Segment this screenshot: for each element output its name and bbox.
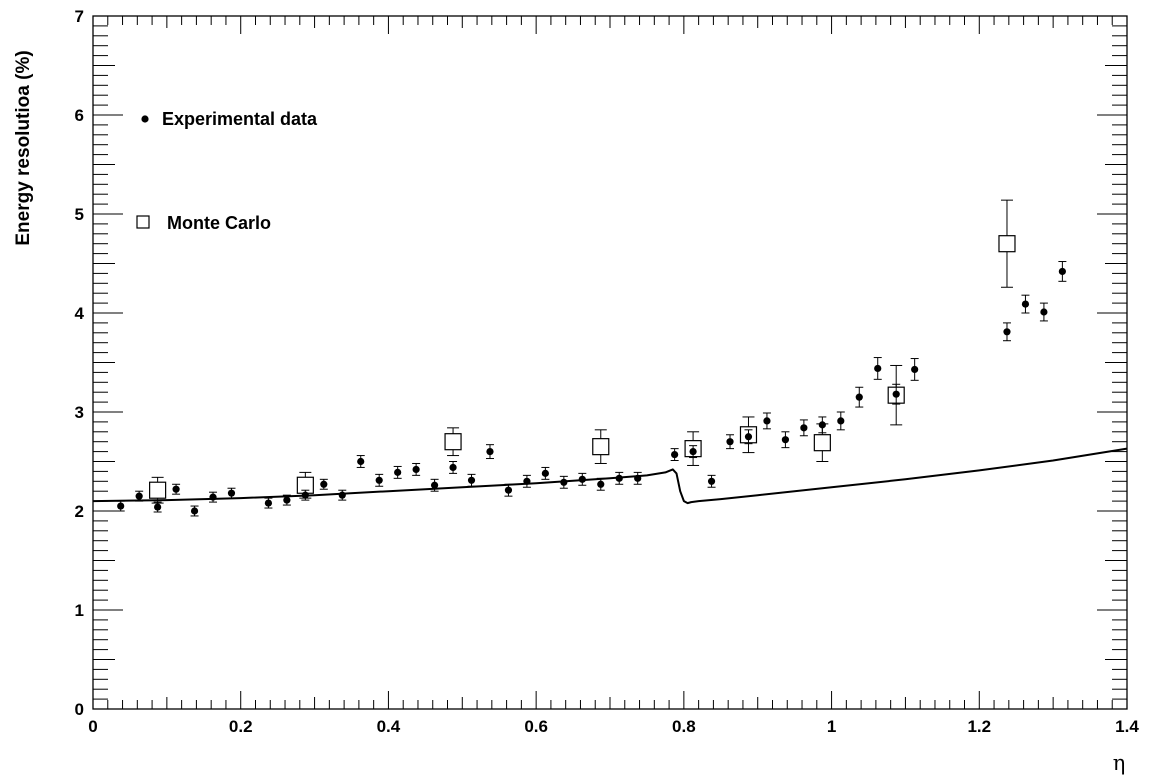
exp-point: [375, 476, 383, 484]
exp-point: [117, 502, 125, 510]
exp-point: [818, 421, 826, 429]
exp-point: [892, 390, 900, 398]
exp-point: [874, 364, 882, 373]
exp-point: [578, 475, 586, 483]
exp-point: [135, 492, 143, 500]
exp-point: [855, 393, 863, 401]
y-tick-label: 1: [75, 601, 84, 620]
exp-point: [486, 448, 494, 456]
legend-marker-monte-carlo: [136, 215, 150, 229]
legend-label-monte-carlo: Monte Carlo: [167, 213, 271, 233]
x-tick-label: 0.4: [377, 717, 401, 736]
exp-point: [449, 463, 457, 472]
exp-point: [412, 465, 420, 474]
x-tick-label: 0.8: [672, 717, 696, 736]
exp-point: [911, 365, 919, 374]
x-tick-label: 1.4: [1115, 717, 1139, 736]
y-axis-title: Energy resolutioa (%): [13, 50, 34, 245]
exp-point: [541, 469, 549, 477]
mc-point: [149, 481, 167, 499]
exp-point: [560, 478, 568, 486]
x-axis-ticks: 0 0.2 0.4 0.6 0.8 1 1.2 1.4: [88, 16, 1139, 736]
y-tick-label: 5: [75, 205, 84, 224]
exp-point: [430, 481, 439, 489]
exp-point: [209, 493, 217, 501]
exp-point: [357, 457, 365, 466]
y-tick-label: 4: [75, 304, 85, 323]
mc-point: [444, 433, 462, 451]
x-tick-label: 1.2: [967, 717, 991, 736]
simulation-curve-layer: [92, 447, 1128, 505]
y-tick-label: 2: [75, 502, 84, 521]
exp-point: [227, 489, 236, 497]
exp-point: [301, 491, 309, 499]
mc-point: [813, 434, 831, 452]
exp-point: [615, 474, 623, 482]
x-tick-label: 0: [88, 717, 97, 736]
monte-carlo-points: [149, 199, 1016, 504]
exp-point: [744, 433, 753, 441]
exp-point: [394, 468, 402, 476]
y-tick-label: 7: [75, 7, 84, 26]
exp-point: [800, 424, 808, 432]
y-tick-label: 3: [75, 403, 84, 422]
exp-point: [1040, 308, 1048, 316]
x-tick-label: 1: [827, 717, 836, 736]
simulation-curve: [92, 447, 1128, 505]
experimental-data-points: [116, 261, 1067, 517]
exp-point: [781, 436, 790, 444]
exp-point: [504, 486, 513, 494]
exp-point: [597, 480, 605, 488]
exp-point: [1058, 267, 1066, 276]
exp-point: [837, 417, 845, 425]
x-tick-label: 0.2: [229, 717, 253, 736]
mc-point: [998, 235, 1016, 253]
y-tick-label: 6: [75, 106, 84, 125]
legend: Experimental data Monte Carlo: [136, 109, 318, 233]
exp-point: [190, 507, 199, 515]
exp-point: [154, 503, 162, 511]
exp-point: [1003, 328, 1011, 336]
x-axis-title: η: [1113, 751, 1126, 775]
exp-point: [671, 450, 679, 459]
exp-point: [689, 448, 697, 456]
exp-point: [283, 496, 291, 504]
x-tick-label: 0.6: [524, 717, 548, 736]
legend-label-experimental: Experimental data: [162, 109, 318, 129]
exp-point: [707, 477, 716, 485]
exp-point: [467, 476, 476, 484]
exp-point: [523, 477, 531, 485]
exp-point: [634, 474, 642, 482]
mc-point: [592, 438, 610, 456]
exp-point: [172, 485, 180, 493]
exp-point: [726, 438, 734, 446]
exp-point: [264, 499, 273, 507]
y-tick-label: 0: [75, 700, 84, 719]
exp-point: [338, 491, 346, 499]
exp-point: [1021, 300, 1030, 308]
exp-point: [320, 480, 328, 488]
legend-marker-experimental: [141, 115, 149, 123]
exp-point: [763, 417, 771, 425]
